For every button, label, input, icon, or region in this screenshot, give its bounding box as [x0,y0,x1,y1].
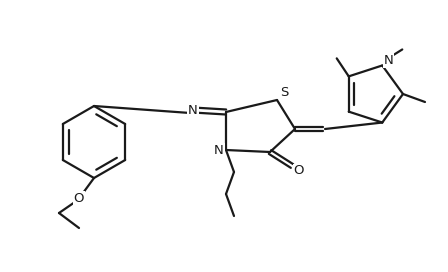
Text: O: O [294,165,304,178]
Text: O: O [74,191,84,205]
Text: N: N [214,144,224,156]
Text: N: N [188,104,198,116]
Text: N: N [383,54,393,67]
Text: S: S [280,86,288,100]
